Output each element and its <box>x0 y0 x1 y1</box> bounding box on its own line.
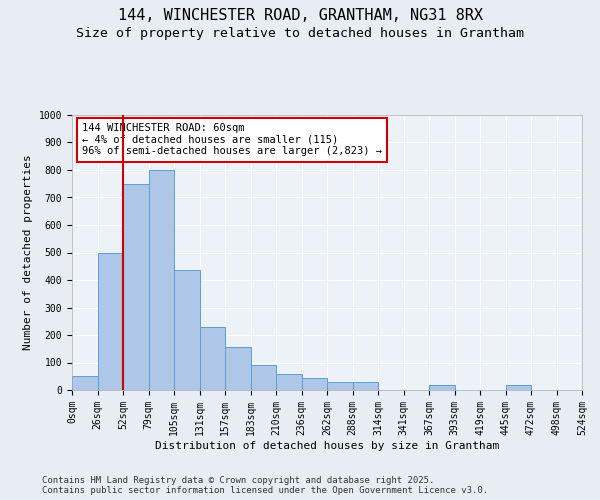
Bar <box>276 374 302 390</box>
Bar <box>123 184 149 390</box>
Bar <box>353 382 378 390</box>
Bar <box>327 382 353 390</box>
Text: 144, WINCHESTER ROAD, GRANTHAM, NG31 8RX: 144, WINCHESTER ROAD, GRANTHAM, NG31 8RX <box>118 8 482 22</box>
Text: Size of property relative to detached houses in Grantham: Size of property relative to detached ho… <box>76 28 524 40</box>
Bar <box>429 384 455 390</box>
Bar <box>72 376 97 390</box>
Bar <box>505 384 531 390</box>
Text: Contains HM Land Registry data © Crown copyright and database right 2025.
Contai: Contains HM Land Registry data © Crown c… <box>42 476 488 495</box>
Bar <box>302 378 327 390</box>
Bar <box>251 365 276 390</box>
Bar <box>174 270 199 390</box>
Bar <box>199 327 225 390</box>
Text: 144 WINCHESTER ROAD: 60sqm
← 4% of detached houses are smaller (115)
96% of semi: 144 WINCHESTER ROAD: 60sqm ← 4% of detac… <box>82 123 382 156</box>
Bar <box>225 348 251 390</box>
Y-axis label: Number of detached properties: Number of detached properties <box>23 154 33 350</box>
Bar <box>97 252 123 390</box>
Bar <box>149 170 174 390</box>
X-axis label: Distribution of detached houses by size in Grantham: Distribution of detached houses by size … <box>155 440 499 450</box>
